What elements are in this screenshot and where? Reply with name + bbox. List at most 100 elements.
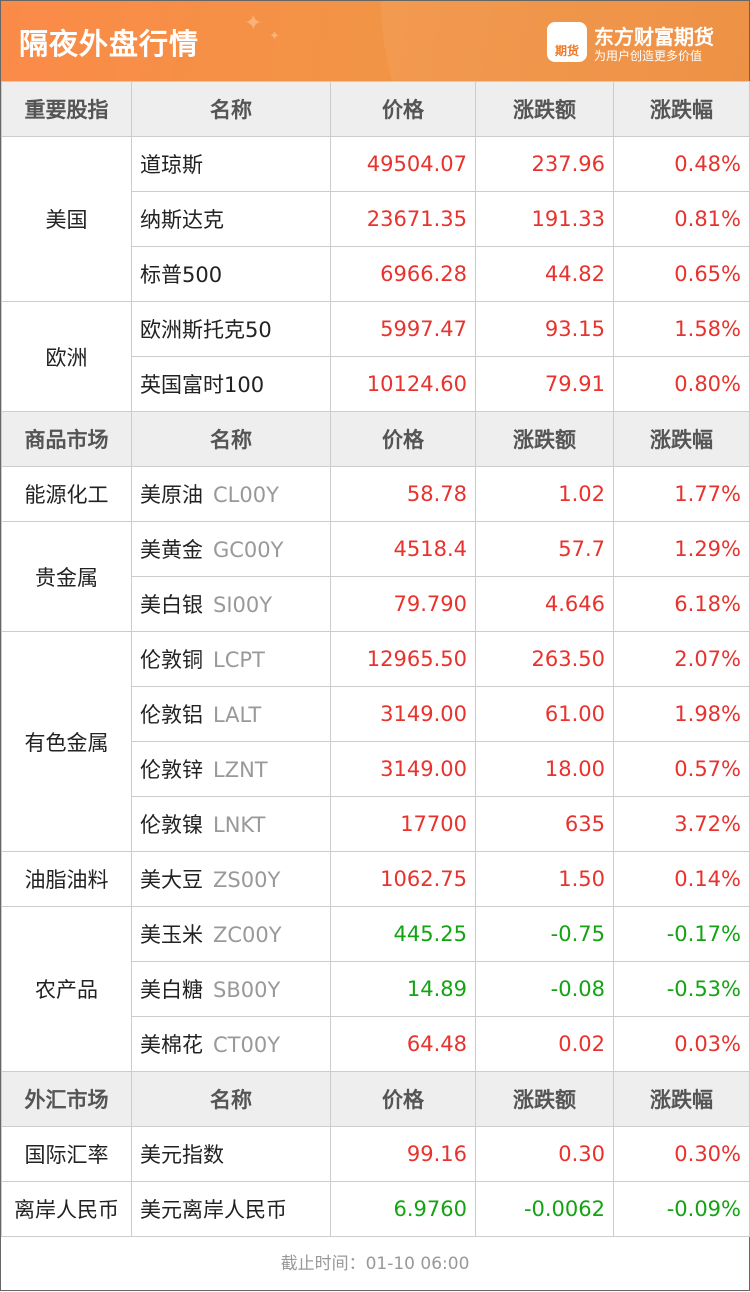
pct-cell: -0.17% [613, 906, 750, 962]
change-cell: 1.02 [475, 466, 614, 522]
column-header: 价格 [330, 1071, 476, 1127]
name-cell: 美玉米 ZC00Y [131, 906, 331, 962]
instrument-code: LNKT [213, 813, 266, 837]
price-cell: 6966.28 [330, 246, 476, 302]
column-header: 重要股指 [1, 81, 132, 137]
price-cell: 5997.47 [330, 301, 476, 357]
pct-cell: -0.09% [613, 1181, 750, 1237]
instrument-code: LZNT [213, 758, 268, 782]
price-cell: 6.9760 [330, 1181, 476, 1237]
price-cell: 58.78 [330, 466, 476, 522]
table-row: 油脂油料 美大豆 ZS00Y 1062.75 1.50 0.14% [1, 851, 750, 907]
table-row: 离岸人民币 美元离岸人民币 6.9760 -0.0062 -0.09% [1, 1181, 750, 1237]
sparkle-icon: ✦ [244, 11, 263, 36]
pct-cell: 1.29% [613, 521, 750, 577]
name-cell: 伦敦锌 LZNT [131, 741, 331, 797]
column-header: 价格 [330, 411, 476, 467]
instrument-code: ZC00Y [213, 923, 282, 947]
pct-cell: 0.30% [613, 1126, 750, 1182]
change-cell: 4.646 [475, 576, 614, 632]
pct-cell: 1.98% [613, 686, 750, 742]
brand-slogan: 为用户创造更多价值 [594, 49, 703, 63]
column-header: 名称 [131, 1071, 331, 1127]
name-cell: 英国富时100 [131, 356, 331, 412]
brand-logo: 期货 [547, 22, 587, 62]
instrument-name: 伦敦铜 [140, 648, 203, 672]
pct-cell: 0.65% [613, 246, 750, 302]
change-cell: -0.0062 [475, 1181, 614, 1237]
category-cell: 有色金属 [1, 631, 132, 852]
change-cell: 57.7 [475, 521, 614, 577]
name-cell: 美元指数 [131, 1126, 331, 1182]
table-row: 农产品 美玉米 ZC00Y 445.25 -0.75 -0.17% [1, 906, 750, 1072]
instrument-name: 美玉米 [140, 923, 203, 947]
price-cell: 17700 [330, 796, 476, 852]
instrument-name: 伦敦镍 [140, 813, 203, 837]
column-header: 涨跌幅 [613, 411, 750, 467]
category-cell: 国际汇率 [1, 1126, 132, 1182]
instrument-name: 英国富时100 [140, 373, 265, 397]
category-cell: 欧洲 [1, 301, 132, 412]
category-cell: 油脂油料 [1, 851, 132, 907]
table-row: 能源化工 美原油 CL00Y 58.78 1.02 1.77% [1, 466, 750, 522]
column-header: 价格 [330, 81, 476, 137]
instrument-code: ZS00Y [213, 868, 281, 892]
table-row: 贵金属 美黄金 GC00Y 4518.4 57.7 1.29% [1, 521, 750, 632]
column-header: 名称 [131, 81, 331, 137]
column-header: 外汇市场 [1, 1071, 132, 1127]
change-cell: 0.30 [475, 1126, 614, 1182]
pct-cell: 0.48% [613, 136, 750, 192]
category-cell: 美国 [1, 136, 132, 302]
category-cell: 能源化工 [1, 466, 132, 522]
section-header-row: 商品市场 名称 价格 涨跌额 涨跌幅 [1, 411, 750, 467]
change-cell: -0.75 [475, 906, 614, 962]
pct-cell: 1.77% [613, 466, 750, 522]
name-cell: 美元离岸人民币 [131, 1181, 331, 1237]
name-cell: 美原油 CL00Y [131, 466, 331, 522]
price-cell: 99.16 [330, 1126, 476, 1182]
price-cell: 23671.35 [330, 191, 476, 247]
change-cell: 18.00 [475, 741, 614, 797]
sparkle-icon: ✦ [269, 29, 280, 44]
section-header-row: 外汇市场 名称 价格 涨跌额 涨跌幅 [1, 1071, 750, 1127]
name-cell: 伦敦铜 LCPT [131, 631, 331, 687]
name-cell: 伦敦镍 LNKT [131, 796, 331, 852]
instrument-name: 美黄金 [140, 538, 203, 562]
price-cell: 64.48 [330, 1016, 476, 1072]
change-cell: 237.96 [475, 136, 614, 192]
table-row: 国际汇率 美元指数 99.16 0.30 0.30% [1, 1126, 750, 1182]
market-table: 重要股指 名称 价格 涨跌额 涨跌幅 美国 道琼斯 49504.07 237.96 0.48% 纳斯… [1, 81, 750, 1237]
instrument-code: LCPT [213, 648, 265, 672]
instrument-name: 美原油 [140, 483, 203, 507]
price-cell: 49504.07 [330, 136, 476, 192]
name-cell: 美棉花 CT00Y [131, 1016, 331, 1072]
pct-cell: 0.81% [613, 191, 750, 247]
instrument-code: CL00Y [213, 483, 279, 507]
name-cell: 美黄金 GC00Y [131, 521, 331, 577]
change-cell: -0.08 [475, 961, 614, 1017]
price-cell: 14.89 [330, 961, 476, 1017]
pct-cell: 1.58% [613, 301, 750, 357]
pct-cell: 0.03% [613, 1016, 750, 1072]
change-cell: 79.91 [475, 356, 614, 412]
column-header: 涨跌额 [475, 411, 614, 467]
table-row: 美棉花 CT00Y 64.48 0.02 0.03% [2, 1016, 750, 1072]
pct-cell: 0.14% [613, 851, 750, 907]
name-cell: 纳斯达克 [131, 191, 331, 247]
instrument-name: 美白银 [140, 593, 203, 617]
instrument-name: 标普500 [140, 263, 223, 287]
pct-cell: 0.80% [613, 356, 750, 412]
instrument-name: 伦敦铝 [140, 703, 203, 727]
instrument-name: 美大豆 [140, 868, 203, 892]
pct-cell: 2.07% [613, 631, 750, 687]
price-cell: 12965.50 [330, 631, 476, 687]
table-row: 有色金属 伦敦铜 LCPT 12965.50 263.50 2.07% [1, 631, 750, 852]
change-cell: 263.50 [475, 631, 614, 687]
instrument-code: CT00Y [213, 1033, 281, 1057]
page-title: 隔夜外盘行情 [19, 27, 200, 61]
table-row: 美白银 SI00Y 79.790 4.646 6.18% [2, 576, 750, 632]
section-header-row: 重要股指 名称 价格 涨跌额 涨跌幅 [1, 81, 750, 137]
pct-cell: 0.57% [613, 741, 750, 797]
name-cell: 美白银 SI00Y [131, 576, 331, 632]
